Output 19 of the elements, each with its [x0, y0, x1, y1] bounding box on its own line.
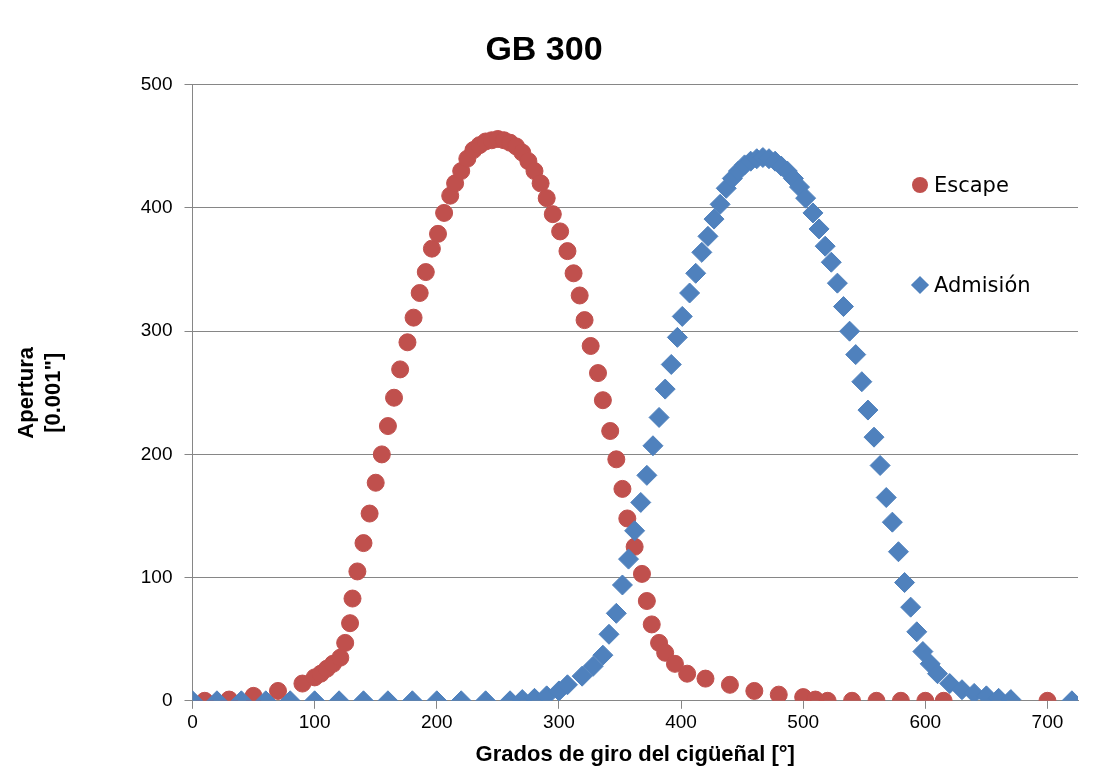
x-tick-label: 400	[665, 711, 697, 733]
y-axis-title: Apertura [0.001"]	[13, 346, 65, 439]
y-tick-label: 400	[140, 196, 173, 218]
legend-label: Admisión	[934, 273, 1031, 297]
x-tick-label: 200	[420, 711, 453, 733]
x-tick-label: 0	[187, 711, 198, 733]
x-axis-title: Grados de giro del cigüeñal [°]	[475, 740, 795, 766]
chart-title: GB 300	[485, 28, 603, 67]
y-tick-label: 0	[161, 689, 173, 711]
x-tick-label: 500	[787, 711, 820, 733]
y-tick-label: 300	[140, 319, 173, 341]
x-tick-label: 300	[543, 711, 575, 733]
x-tick-label: 600	[909, 711, 942, 733]
legend-label: Escape	[934, 173, 1009, 197]
y-tick-label: 100	[140, 565, 173, 587]
x-tick-label: 100	[298, 711, 331, 733]
y-tick-label: 500	[140, 73, 173, 95]
y-tick-label: 200	[140, 442, 173, 464]
x-tick-label: 700	[1031, 711, 1064, 733]
